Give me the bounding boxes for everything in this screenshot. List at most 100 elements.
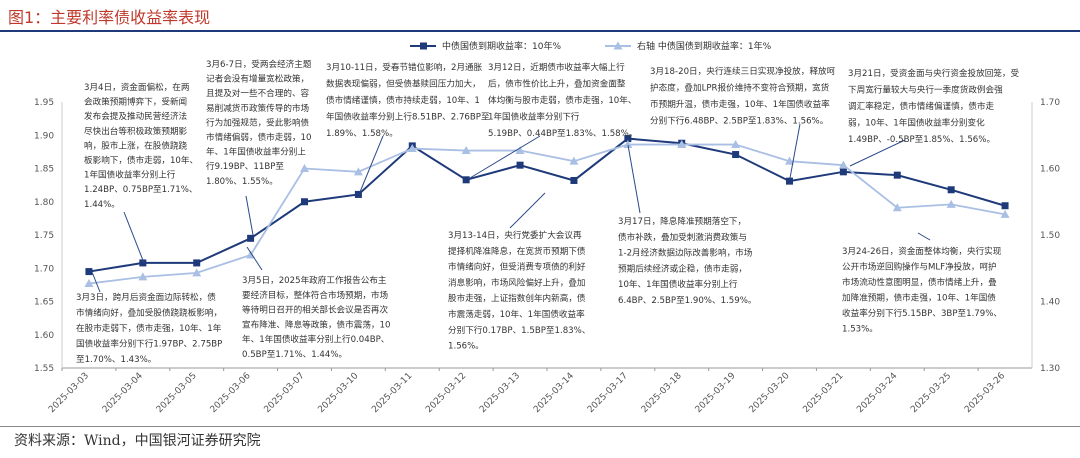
title-bar: 图1：主要利率债收益率表现 — [0, 0, 1080, 32]
legend-marker — [613, 41, 623, 50]
data-point-ten-year — [193, 259, 201, 267]
annotation-text: 在股市走弱下，债市走强，10年、1年 — [76, 322, 222, 334]
x-tick-label: 2025-03-12 — [424, 371, 468, 415]
data-point-ten-year — [462, 176, 470, 184]
data-point-ten-year — [732, 151, 740, 159]
x-tick-label: 2025-03-26 — [963, 371, 1007, 415]
data-point-ten-year — [624, 135, 632, 143]
annotation-text: 护态度，叠加LPR报价维持不变符合预期，宽货 — [650, 82, 830, 94]
data-point-ten-year — [354, 190, 362, 198]
x-tick-label: 2025-03-20 — [748, 371, 792, 415]
annotation-text: 市情绪向好，但受消费专项债的利好 — [448, 261, 586, 273]
annotation-arrow — [359, 135, 384, 193]
annotation-arrow — [123, 211, 145, 264]
annotation-arrow — [789, 123, 801, 179]
figure-title: 图1：主要利率债收益率表现 — [8, 8, 211, 27]
x-tick-label: 2025-03-14 — [532, 371, 576, 415]
data-point-one-year — [192, 268, 202, 277]
data-point-ten-year — [516, 161, 524, 169]
data-point-one-year — [407, 144, 417, 153]
data-point-ten-year — [1001, 202, 1009, 210]
data-point-one-year — [677, 140, 687, 149]
annotation-arrow — [91, 271, 101, 293]
annotation-text: 响，股市上涨，在股债跷跷 — [84, 139, 188, 151]
x-tick-label: 2025-03-25 — [909, 371, 953, 415]
annotation-text: 年、1年国债收益率分别上行0.04BP、 — [242, 333, 389, 345]
data-point-one-year — [623, 140, 633, 149]
annotation-text: 分别下行0.17BP、1.5BP至1.83%、 — [448, 324, 590, 336]
annotation-text: 股市走强，上证指数创年内新高，债 — [448, 292, 586, 304]
data-point-ten-year — [247, 234, 255, 242]
annotation-text: 消息影响，市场风险偏好上升，叠加 — [448, 276, 586, 288]
annotation-text: 3月21日，受资金面与央行资金投放回笼，受 — [848, 67, 1019, 79]
annotation-text: 市场流动性意图明显，债市情绪上升，叠 — [842, 276, 997, 288]
right-tick-label: 1.40 — [1040, 298, 1060, 308]
chart: 1.55 1.60 1.65 1.70 1.75 1.80 1.85 1.90 1.95 1.30… — [34, 40, 1060, 415]
annotation-arrow — [627, 144, 641, 214]
data-point-one-year — [892, 203, 902, 212]
left-tick-label: 1.65 — [34, 298, 54, 308]
annotation-text: 1.24BP、0.75BP至1.71%、 — [84, 184, 198, 195]
x-tick-label: 2025-03-05 — [155, 371, 199, 415]
left-tick-label: 1.70 — [34, 264, 54, 274]
legend-marker — [420, 42, 427, 50]
annotation-arrow — [849, 139, 906, 167]
annotation-arrow — [509, 192, 546, 229]
data-point-one-year — [785, 156, 794, 165]
annotation-text: 3月12日，近期债市收益率大幅上行 — [488, 61, 625, 73]
annotation-text: 公开市场逆回购操作与MLF净投放，呵护 — [842, 261, 997, 273]
annotation-text: 债市情绪谨慎，债市持续走弱，10年、1 — [326, 94, 480, 106]
annotation-text: 10年、1年国债收益率分别上行 — [618, 278, 738, 290]
annotation-text: 1.44%。 — [84, 200, 120, 210]
data-point-one-year — [569, 156, 579, 165]
annotation-text: 收益率分别下行5.15BP、3BP至1.79%、 — [842, 307, 1002, 319]
annotation-text: 加降准预期，债市走强，10年、1年国债 — [842, 292, 996, 304]
annotation-text: 要经济目标，整体符合市场预期，市场 — [242, 289, 389, 301]
data-point-one-year — [84, 279, 94, 288]
data-point-one-year — [1000, 209, 1010, 218]
annotation-text: 宣布降准、降息等政策，债市震荡，10 — [242, 318, 390, 330]
annotation-text: 1.89%、1.58%。 — [326, 129, 398, 139]
annotation-text: 3月13-14日，央行党委扩大会议再 — [448, 229, 582, 241]
annotation-text: 市情绪偏弱，债市走弱，10 — [206, 131, 311, 143]
left-tick-label: 1.55 — [34, 364, 54, 374]
annotation-text: 1.56%。 — [448, 342, 484, 352]
right-tick-label: 1.30 — [1040, 364, 1060, 374]
annotation-text: 3月17日，降息降准预期落空下， — [618, 215, 746, 227]
annotation-text: 国债收益率分别下行1.97BP、2.75BP — [76, 338, 222, 350]
annotation-text: 弱，10年、1年国债收益率分别变化 — [848, 117, 985, 129]
data-point-ten-year — [839, 168, 847, 176]
annotation-text: 分别下行6.48BP、2.5BP至1.83%、1.56%。 — [650, 115, 828, 127]
right-tick-label: 1.70 — [1040, 98, 1060, 108]
x-tick-label: 2025-03-07 — [263, 371, 307, 415]
annotation-text: 发布会提及推动民营经济法 — [84, 110, 188, 122]
data-point-one-year — [838, 160, 848, 169]
annotation-text: 会政策预期博弈下，受新闻 — [84, 96, 187, 108]
left-tick-label: 1.80 — [34, 198, 54, 208]
annotation-text: 1年国债收益率分别下行 — [488, 111, 580, 123]
left-tick-label: 1.95 — [34, 98, 54, 108]
annotation-text: 3月4日，资金面偏松，在两 — [84, 81, 190, 93]
annotation-text: 易削减货币政策传导的市场 — [206, 102, 310, 114]
annotation-text: 3月5日，2025年政府工作报告公布主 — [242, 274, 387, 286]
data-point-ten-year — [947, 186, 955, 194]
annotation-text: 且提及对一些不合理的、容 — [206, 87, 310, 99]
annotation-arrow — [245, 195, 254, 236]
annotation-text: 下周宽行量较大与央行一季度货政例会强 — [848, 84, 1003, 96]
series-line-one-year — [88, 143, 1006, 285]
annotation-arrow — [917, 232, 931, 241]
annotation-text: 体均衡与股市走弱，债市走强，10年、 — [488, 94, 636, 106]
right-tick-label: 1.50 — [1040, 231, 1060, 241]
annotation-text: 尽快出台等积极政策预期影 — [84, 125, 188, 137]
x-tick-label: 2025-03-19 — [694, 371, 738, 415]
data-point-ten-year — [139, 259, 147, 267]
annotation-text: 至1.70%、1.43%。 — [76, 354, 156, 365]
x-tick-label: 2025-03-13 — [478, 371, 522, 415]
x-tick-label: 2025-03-17 — [586, 371, 630, 415]
data-point-ten-year — [301, 198, 308, 206]
annotation-text: 等待明日召开的相关部长会议是否再次 — [242, 304, 389, 316]
annotation-text: 调汇率稳定，债市情绪偏谨慎，债市走 — [848, 100, 995, 112]
annotation-text: 板影响下，债市走弱，10年、 — [84, 154, 198, 166]
annotation-text: 预期后续经济或企稳，债市走弱， — [618, 262, 747, 274]
annotation-text: 3月3日，跨月后资金面边际转松，债 — [76, 291, 216, 303]
